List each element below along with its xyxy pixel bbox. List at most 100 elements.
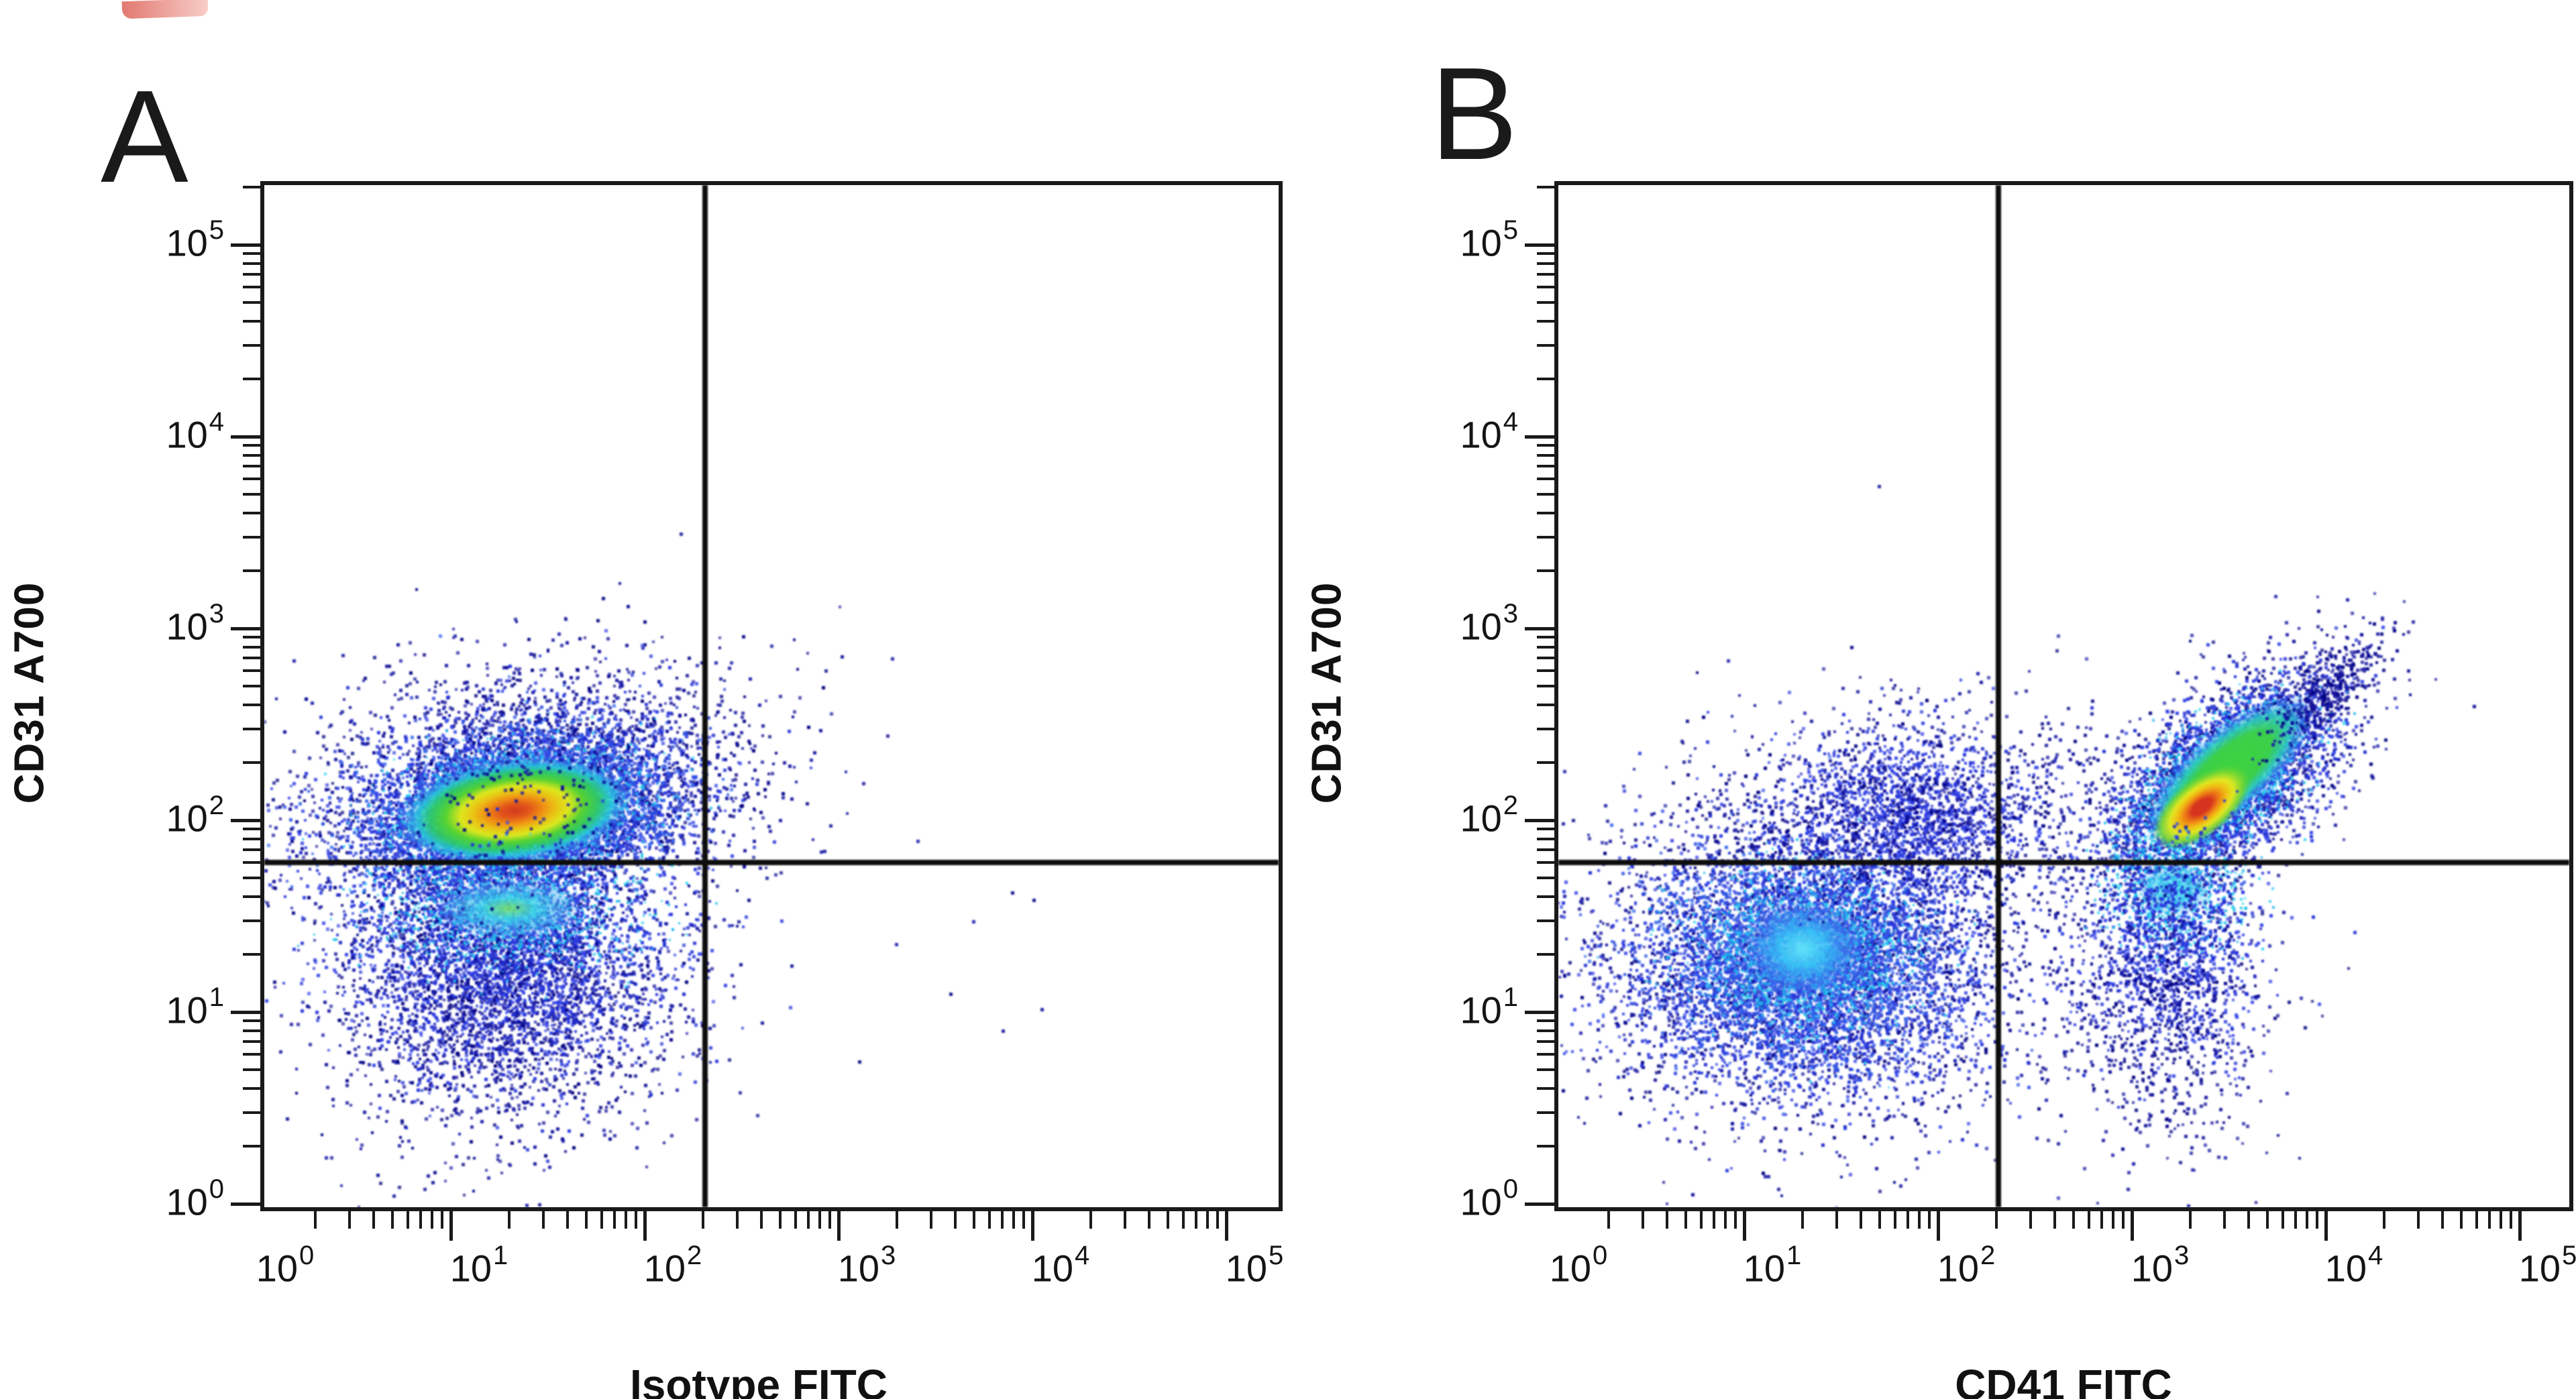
y-minor-tick <box>243 1068 260 1072</box>
x-minor-tick <box>2072 1211 2075 1229</box>
x-minor-tick <box>313 1211 317 1229</box>
x-minor-tick <box>953 1211 957 1229</box>
y-minor-tick <box>1537 919 1554 922</box>
y-minor-tick <box>243 444 260 447</box>
y-minor-tick <box>1537 377 1554 380</box>
x-minor-tick <box>1167 1211 1169 1229</box>
y-tick-label-10e2: 102 <box>166 791 224 840</box>
y-minor-tick <box>243 919 260 922</box>
x-minor-tick <box>1859 1211 1862 1229</box>
x-minor-tick <box>2266 1211 2269 1229</box>
x-minor-tick <box>372 1211 375 1229</box>
y-minor-tick <box>1537 493 1554 496</box>
x-tick-label-10e2: 102 <box>1937 1241 1996 1290</box>
y-minor-tick <box>243 273 260 276</box>
y-axis-title-b: CD31 A700 <box>1303 581 1350 804</box>
y-minor-tick <box>1537 185 1554 188</box>
x-minor-tick <box>1607 1211 1610 1229</box>
y-minor-tick <box>243 1053 260 1056</box>
x-minor-tick <box>1665 1211 1668 1229</box>
y-major-tick-10e1 <box>1525 1011 1554 1014</box>
y-major-tick-10e5 <box>1525 243 1554 247</box>
y-minor-tick <box>243 645 260 649</box>
y-tick-label-10e3: 103 <box>166 599 224 648</box>
x-minor-tick <box>391 1211 394 1229</box>
y-minor-tick <box>243 319 260 323</box>
y-minor-tick <box>243 1019 260 1023</box>
x-tick-label-10e5: 105 <box>1225 1241 1284 1290</box>
y-minor-tick <box>243 262 260 265</box>
y-minor-tick <box>1537 848 1554 852</box>
y-major-tick-10e4 <box>1525 435 1554 439</box>
x-major-tick-10e1 <box>449 1211 453 1241</box>
x-minor-tick <box>507 1211 511 1229</box>
y-minor-tick <box>243 286 260 289</box>
y-minor-tick <box>1537 319 1554 323</box>
artifact-red-smudge <box>121 0 209 19</box>
x-tick-label-10e3: 103 <box>837 1241 896 1290</box>
x-minor-tick <box>1733 1211 1737 1229</box>
x-minor-tick <box>1994 1211 1998 1229</box>
x-tick-label-10e3: 103 <box>2131 1241 2190 1290</box>
x-minor-tick <box>2305 1211 2308 1229</box>
y-minor-tick <box>243 478 260 481</box>
y-minor-tick <box>1537 1086 1554 1090</box>
panel-letter-a: A <box>101 63 189 210</box>
x-minor-tick <box>1195 1211 1198 1229</box>
y-minor-tick <box>243 952 260 956</box>
x-minor-tick <box>1147 1211 1150 1229</box>
y-minor-tick <box>1537 861 1554 864</box>
x-minor-tick <box>1893 1211 1896 1229</box>
x-minor-tick <box>1684 1211 1687 1229</box>
x-minor-tick <box>440 1211 443 1229</box>
x-major-tick-10e3 <box>837 1211 841 1241</box>
x-minor-tick <box>2222 1211 2226 1229</box>
x-minor-tick <box>1835 1211 1838 1229</box>
y-minor-tick <box>243 569 260 572</box>
x-minor-tick <box>1216 1211 1219 1229</box>
y-minor-tick <box>1537 465 1554 468</box>
x-minor-tick <box>430 1211 433 1229</box>
x-minor-tick <box>2416 1211 2420 1229</box>
x-major-tick-10e2 <box>1937 1211 1940 1241</box>
y-minor-tick <box>1537 273 1554 276</box>
y-minor-tick <box>243 377 260 380</box>
x-minor-tick <box>2509 1211 2512 1229</box>
x-minor-tick <box>1917 1211 1921 1229</box>
x-minor-tick <box>929 1211 932 1229</box>
x-minor-tick <box>2100 1211 2104 1229</box>
y-minor-tick <box>1537 252 1554 256</box>
y-minor-tick <box>243 727 260 730</box>
x-minor-tick <box>2315 1211 2318 1229</box>
x-minor-tick <box>759 1211 763 1229</box>
y-minor-tick <box>1537 1019 1554 1023</box>
x-minor-tick <box>566 1211 569 1229</box>
y-minor-tick <box>1537 828 1554 831</box>
y-minor-tick <box>1537 301 1554 304</box>
x-minor-tick <box>807 1211 810 1229</box>
y-minor-tick <box>1537 1111 1554 1114</box>
x-minor-tick <box>1089 1211 1092 1229</box>
x-minor-tick <box>2460 1211 2463 1229</box>
x-minor-tick <box>1878 1211 1881 1229</box>
x-minor-tick <box>1012 1211 1015 1229</box>
y-minor-tick <box>1537 636 1554 639</box>
y-minor-tick <box>1537 669 1554 673</box>
y-minor-tick <box>243 895 260 898</box>
x-tick-label-10e5: 105 <box>2518 1241 2576 1290</box>
panel-letter-b: B <box>1430 40 1518 187</box>
y-minor-tick <box>1537 286 1554 289</box>
x-minor-tick <box>735 1211 739 1229</box>
x-tick-label-10e4: 104 <box>1031 1241 1090 1290</box>
x-minor-tick <box>634 1211 637 1229</box>
y-tick-label-10e4: 104 <box>1460 407 1518 456</box>
x-minor-tick <box>794 1211 797 1229</box>
x-major-tick-10e3 <box>2131 1211 2134 1241</box>
x-major-tick-10e5 <box>1225 1211 1228 1241</box>
y-tick-label-10e4: 104 <box>166 407 224 456</box>
y-major-tick-10e3 <box>231 627 260 630</box>
x-tick-label-10e0: 100 <box>1549 1241 1608 1290</box>
x-minor-tick <box>2499 1211 2502 1229</box>
y-minor-tick <box>243 185 260 188</box>
y-tick-label-10e1: 101 <box>166 983 224 1031</box>
